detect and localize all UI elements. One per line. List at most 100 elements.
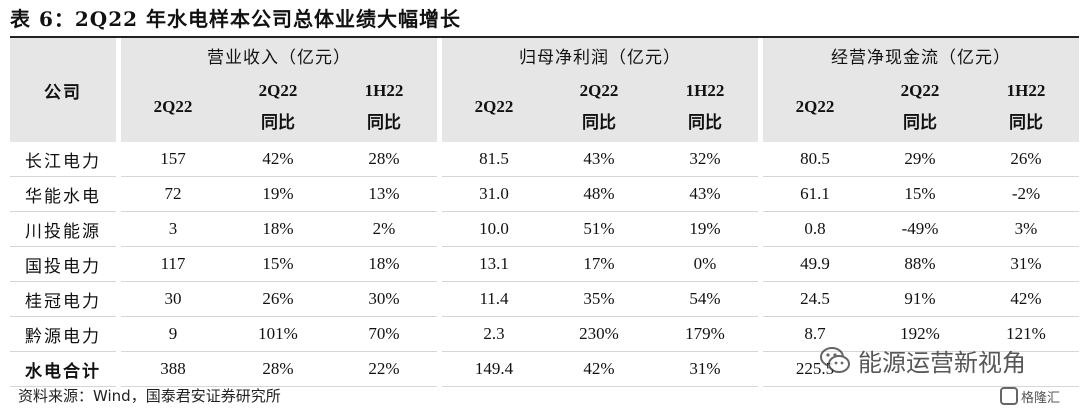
- watermark-text: 能源运营新视角: [858, 348, 1026, 377]
- sub-header: 1H22 同比: [652, 72, 758, 142]
- table-cell: 19%: [652, 211, 758, 247]
- sub-header: 2Q22: [442, 72, 546, 142]
- table-cell: 26%: [225, 281, 331, 317]
- table-row: 长江电力 157 42% 28% 81.5 43% 32% 80.5 29% 26%: [10, 142, 1079, 177]
- sub-header-yoy: 同比: [1009, 113, 1043, 132]
- table-cell: 70%: [331, 316, 437, 352]
- table-cell: 388: [121, 351, 225, 387]
- sub-header-period: 1H22: [1006, 81, 1046, 100]
- gelonghui-logo-icon: [1000, 387, 1018, 405]
- table-cell: 80.5: [763, 142, 867, 177]
- table-cell: 22%: [331, 351, 437, 387]
- table-row: 国投电力 117 15% 18% 13.1 17% 0% 49.9 88% 31%: [10, 246, 1079, 282]
- table-cell: 26%: [973, 142, 1079, 177]
- watermark: 能源运营新视角: [818, 340, 1026, 380]
- net-profit-header: 归母净利润（亿元）: [442, 36, 758, 72]
- table-cell: 17%: [546, 246, 652, 282]
- table-cell: 192%: [867, 316, 973, 352]
- table-cell: 28%: [225, 351, 331, 387]
- cash-flow-header: 经营净现金流（亿元）: [763, 36, 1079, 72]
- sub-header-yoy: 同比: [582, 113, 616, 132]
- company-name: 桂冠电力: [10, 281, 116, 317]
- sub-header-period: 1H22: [364, 81, 404, 100]
- sub-header: 1H22 同比: [331, 72, 437, 142]
- table-cell: 2%: [331, 211, 437, 247]
- table-cell: 31%: [973, 246, 1079, 282]
- table-cell: 15%: [867, 176, 973, 212]
- table-cell: 179%: [652, 316, 758, 352]
- table-row: 华能水电 72 19% 13% 31.0 48% 43% 61.1 15% -2%: [10, 176, 1079, 212]
- sub-header-yoy: 同比: [688, 113, 722, 132]
- sub-header: 1H22 同比: [973, 72, 1079, 142]
- table-row: 黔源电力 9 101% 70% 2.3 230% 179% 8.7 192% 121%: [10, 316, 1079, 352]
- table-cell: 149.4: [442, 351, 546, 387]
- table-cell: 81.5: [442, 142, 546, 177]
- table-cell: 15%: [225, 246, 331, 282]
- wechat-icon: [820, 347, 850, 373]
- sub-header-period: 2Q22: [900, 81, 940, 100]
- table-row: 水电合计 388 28% 22% 149.4 42% 31% 225.5: [10, 351, 1079, 387]
- table-cell: -49%: [867, 211, 973, 247]
- table-cell: 19%: [225, 176, 331, 212]
- table-cell: 51%: [546, 211, 652, 247]
- revenue-header: 营业收入（亿元）: [121, 36, 437, 72]
- table-cell: 230%: [546, 316, 652, 352]
- table-cell: 9: [121, 316, 225, 352]
- table-cell: 43%: [652, 176, 758, 212]
- table-cell: 101%: [225, 316, 331, 352]
- table-cell: 0%: [652, 246, 758, 282]
- sub-header: 2Q22: [763, 72, 867, 142]
- table-cell: [973, 351, 1079, 387]
- company-header: 公司: [10, 36, 116, 142]
- table-cell: 157: [121, 142, 225, 177]
- sub-header: 2Q22 同比: [867, 72, 973, 142]
- table-cell: 42%: [546, 351, 652, 387]
- sub-header-period: 1H22: [685, 81, 725, 100]
- sub-header: 2Q22 同比: [546, 72, 652, 142]
- badge-text: 格隆汇: [1021, 390, 1061, 406]
- table-cell: 49.9: [763, 246, 867, 282]
- gelonghui-badge: 格隆汇: [1000, 384, 1060, 408]
- table-cell: 72: [121, 176, 225, 212]
- table-cell: 42%: [225, 142, 331, 177]
- table-cell: 121%: [973, 316, 1079, 352]
- table-cell: 42%: [973, 281, 1079, 317]
- table-cell: 30%: [331, 281, 437, 317]
- table-cell: 32%: [652, 142, 758, 177]
- sub-header: 2Q22 同比: [225, 72, 331, 142]
- sub-header: 2Q22: [121, 72, 225, 142]
- sub-header-period: 2Q22: [153, 97, 193, 116]
- sub-header-yoy: 同比: [903, 113, 937, 132]
- sub-header-period: 2Q22: [474, 97, 514, 116]
- table-cell: 117: [121, 246, 225, 282]
- table-cell: 91%: [867, 281, 973, 317]
- table-cell: 29%: [867, 142, 973, 177]
- table-row: 桂冠电力 30 26% 30% 11.4 35% 54% 24.5 91% 42%: [10, 281, 1079, 317]
- table-cell: 11.4: [442, 281, 546, 317]
- company-name: 长江电力: [10, 142, 116, 177]
- table-cell: 13%: [331, 176, 437, 212]
- company-name: 川投能源: [10, 211, 116, 247]
- table-cell: -2%: [973, 176, 1079, 212]
- company-name: 黔源电力: [10, 316, 116, 352]
- table-cell: 48%: [546, 176, 652, 212]
- table-cell: 0.8: [763, 211, 867, 247]
- company-name: 水电合计: [10, 351, 116, 387]
- table-title: 表 6：2Q22 年水电样本公司总体业绩大幅增长: [10, 7, 462, 31]
- table-cell: 18%: [225, 211, 331, 247]
- table-cell: 30: [121, 281, 225, 317]
- sub-header-period: 2Q22: [795, 97, 835, 116]
- table-cell: 35%: [546, 281, 652, 317]
- table-cell: 3%: [973, 211, 1079, 247]
- sub-header-yoy: 同比: [367, 113, 401, 132]
- company-name: 华能水电: [10, 176, 116, 212]
- table-row: 川投能源 3 18% 2% 10.0 51% 19% 0.8 -49% 3%: [10, 211, 1079, 247]
- company-name: 国投电力: [10, 246, 116, 282]
- table-cell: 61.1: [763, 176, 867, 212]
- table-cell: 10.0: [442, 211, 546, 247]
- table-cell: 28%: [331, 142, 437, 177]
- table-cell: 24.5: [763, 281, 867, 317]
- table-cell: 31%: [652, 351, 758, 387]
- sub-header-yoy: 同比: [261, 113, 295, 132]
- sub-header-period: 2Q22: [579, 81, 619, 100]
